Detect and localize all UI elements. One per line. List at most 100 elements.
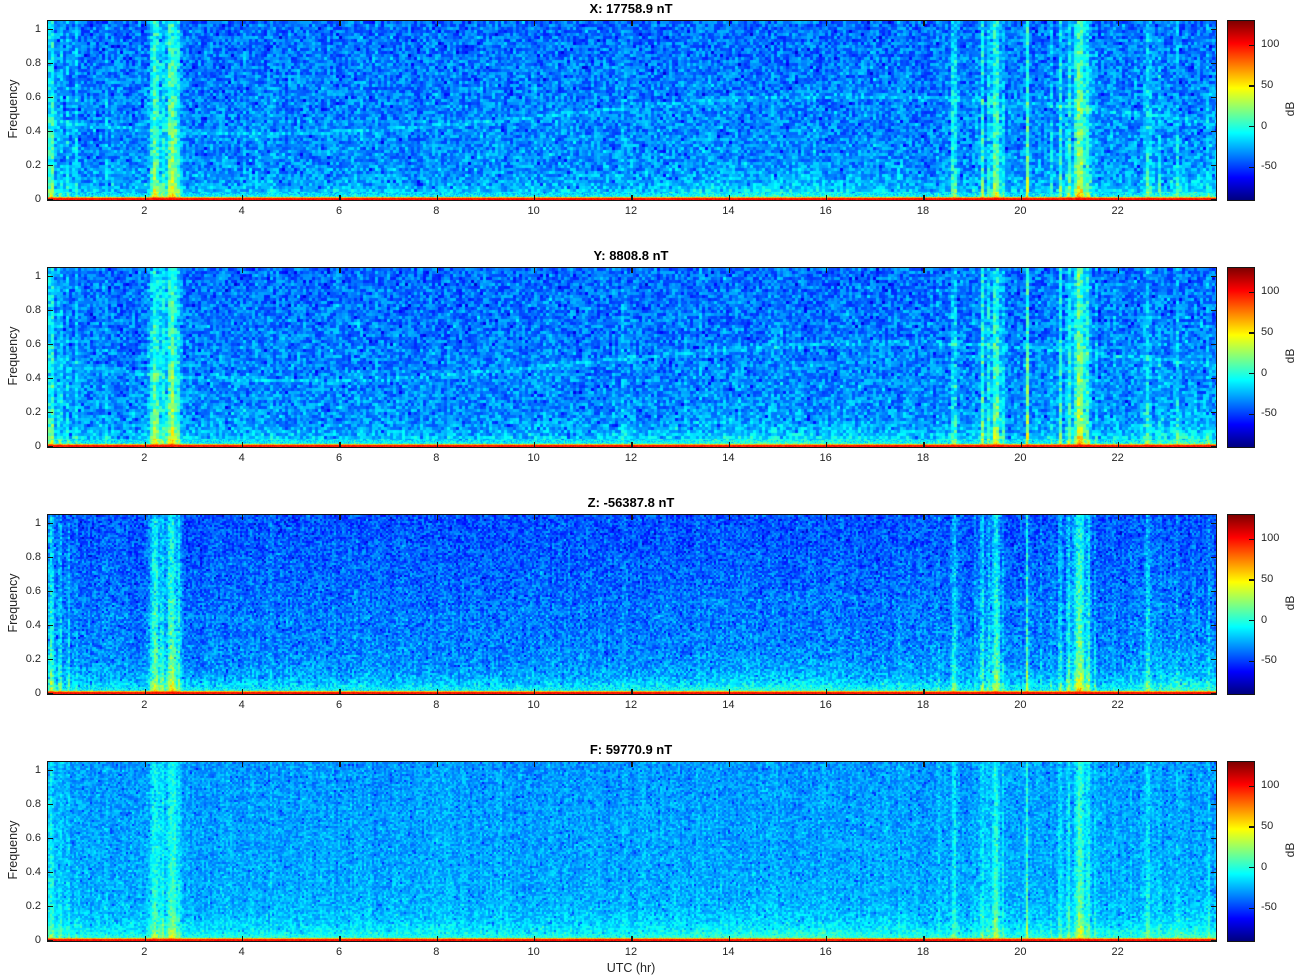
y-tick-mark [48,165,53,167]
x-tick-mark [339,515,341,520]
y-tick-mark [1211,872,1216,874]
x-tick-mark [436,268,438,273]
x-tick-mark [631,268,633,273]
spectrogram-canvas-y [48,268,1216,447]
y-tick-label: 1 [34,22,41,35]
colorbar-tick-label: 50 [1261,79,1274,92]
colorbar-tick-mark [1249,373,1254,375]
x-tick-label: 20 [1014,946,1027,958]
y-tick-mark [48,378,53,380]
x-tick-mark [826,762,828,767]
y-tick-mark [1211,659,1216,661]
colorbar-tick-label: 100 [1261,532,1280,545]
y-tick-label: 0.8 [25,550,41,563]
y-tick-mark [48,591,53,593]
x-tick-mark [1020,515,1022,520]
colorbar-tick-mark [1249,826,1254,828]
x-tick-label: 2 [141,946,148,958]
y-tick-label: 0.2 [25,652,41,665]
colorbar-tick-mark [1249,867,1254,869]
y-tick-mark [48,344,53,346]
colorbar-tick-label: -50 [1261,901,1277,914]
y-tick-mark [1211,591,1216,593]
x-tick-label: 22 [1111,205,1124,217]
colorbar-tick-mark [1249,907,1254,910]
y-tick-mark [48,769,53,772]
y-tick-label: 0.8 [25,303,41,316]
plot-area-x [47,20,1217,201]
x-tick-mark [1118,268,1120,273]
colorbar-tick-label: 0 [1261,613,1268,626]
x-tick-mark [144,689,146,694]
spectrogram-canvas-f [48,762,1216,941]
x-tick-mark [631,762,633,767]
y-tick-label: 0.8 [25,56,41,69]
y-tick-label: 0.2 [25,405,41,418]
colorbar-tick-label: -50 [1261,654,1277,667]
x-tick-mark [923,442,925,447]
colorbar-unit-label: dB [1283,842,1297,858]
x-tick-mark [631,515,633,520]
x-tick-label: 12 [624,699,638,711]
x-tick-mark [436,762,438,767]
x-tick-mark [339,442,341,447]
x-tick-label: 8 [433,946,440,958]
y-tick-mark [1211,940,1216,942]
x-tick-label: 20 [1014,452,1027,464]
colorbar-f [1227,761,1255,942]
x-tick-mark [436,936,438,941]
x-tick-label: 18 [916,699,930,711]
colorbar-tick-label: 50 [1261,326,1274,339]
colorbar-tick-mark [1249,785,1254,787]
colorbar-tick-mark [1249,291,1254,293]
x-tick-label: 8 [433,452,440,464]
x-tick-mark [534,936,536,941]
colorbar-tick-mark [1249,620,1254,622]
x-tick-mark [1020,442,1022,447]
colorbar-tick-label: 50 [1261,820,1274,833]
y-tick-mark [48,872,53,874]
x-tick-mark [436,689,438,694]
x-tick-mark [436,442,438,447]
x-tick-mark [242,762,244,767]
y-tick-mark [1211,522,1216,525]
y-tick-mark [1211,906,1216,908]
x-tick-mark [728,442,730,447]
x-tick-mark [534,442,536,447]
y-tick-mark [48,28,53,31]
x-tick-label: 18 [916,452,930,464]
x-tick-mark [1020,195,1022,200]
x-tick-label: 4 [238,452,245,464]
colorbar-tick-mark [1249,44,1254,46]
x-tick-mark [923,268,925,273]
x-tick-mark [1020,762,1022,767]
x-tick-label: 14 [722,699,735,711]
x-tick-mark [826,936,828,941]
x-tick-mark [144,21,146,26]
y-tick-label: 0.6 [25,90,41,103]
colorbar-tick-mark [1249,579,1254,581]
colorbar-tick-mark [1249,126,1254,128]
x-tick-mark [534,762,536,767]
y-tick-label: 0.4 [25,865,41,878]
y-tick-mark [48,804,53,806]
y-tick-label: 1 [34,763,41,776]
colorbar-x [1227,20,1255,201]
x-tick-mark [923,195,925,200]
y-tick-mark [48,446,53,448]
x-tick-label: 2 [141,205,148,217]
x-tick-mark [1118,21,1120,26]
x-tick-label: 16 [819,452,832,464]
x-tick-label: 10 [527,205,540,217]
y-tick-mark [1211,378,1216,380]
x-tick-mark [1118,936,1120,941]
y-tick-label: 0.6 [25,831,41,844]
x-tick-mark [631,689,633,694]
x-tick-mark [242,689,244,694]
x-tick-mark [1118,515,1120,520]
x-tick-mark [728,515,730,520]
x-tick-mark [339,936,341,941]
x-tick-label: 14 [722,205,735,217]
colorbar-tick-mark [1249,413,1254,416]
x-tick-mark [631,936,633,941]
